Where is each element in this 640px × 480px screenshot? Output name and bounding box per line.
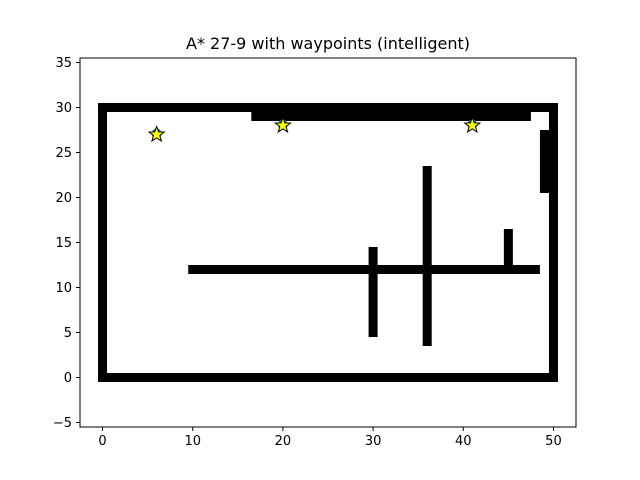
outer-top-wall (98, 103, 558, 112)
waypoint-star-3 (463, 116, 482, 134)
obstacles-layer (98, 103, 558, 382)
middle-horizontal-wall (188, 265, 540, 274)
waypoint-star-1 (147, 125, 166, 143)
y-tick-label-25: 25 (55, 146, 72, 161)
x-tick-label-20: 20 (275, 434, 292, 449)
outer-bottom-wall (98, 373, 558, 382)
y-tick-label-20: 20 (55, 191, 72, 206)
x-tick-label-0: 0 (98, 434, 106, 449)
x-tick-label-50: 50 (545, 434, 562, 449)
x-tick-label-40: 40 (455, 434, 472, 449)
right-upper-block (539, 130, 558, 193)
y-tick-label-15: 15 (55, 236, 72, 251)
vertical-wall-x36 (422, 166, 432, 346)
outer-left-wall (98, 103, 108, 382)
x-tick-label-10: 10 (184, 434, 201, 449)
outer-right-wall (548, 103, 558, 382)
y-axis: −5 0 5 10 15 20 25 30 35 (53, 56, 80, 431)
y-tick-label-5: 5 (64, 326, 72, 341)
y-tick-label-30: 30 (55, 101, 72, 116)
y-tick-label-0: 0 (64, 371, 72, 386)
y-tick-label--5: −5 (53, 416, 72, 431)
chart-title: A* 27-9 with waypoints (intelligent) (186, 34, 470, 53)
x-axis: 0 10 20 30 40 50 (98, 427, 562, 449)
waypoints-layer (147, 116, 482, 143)
waypoint-star-2 (273, 116, 292, 134)
y-tick-label-35: 35 (55, 56, 72, 71)
y-tick-label-10: 10 (55, 281, 72, 296)
top-inner-wall (251, 112, 531, 121)
x-tick-label-30: 30 (365, 434, 382, 449)
short-vertical-wall-x45 (503, 229, 513, 274)
vertical-wall-x30 (368, 247, 378, 337)
